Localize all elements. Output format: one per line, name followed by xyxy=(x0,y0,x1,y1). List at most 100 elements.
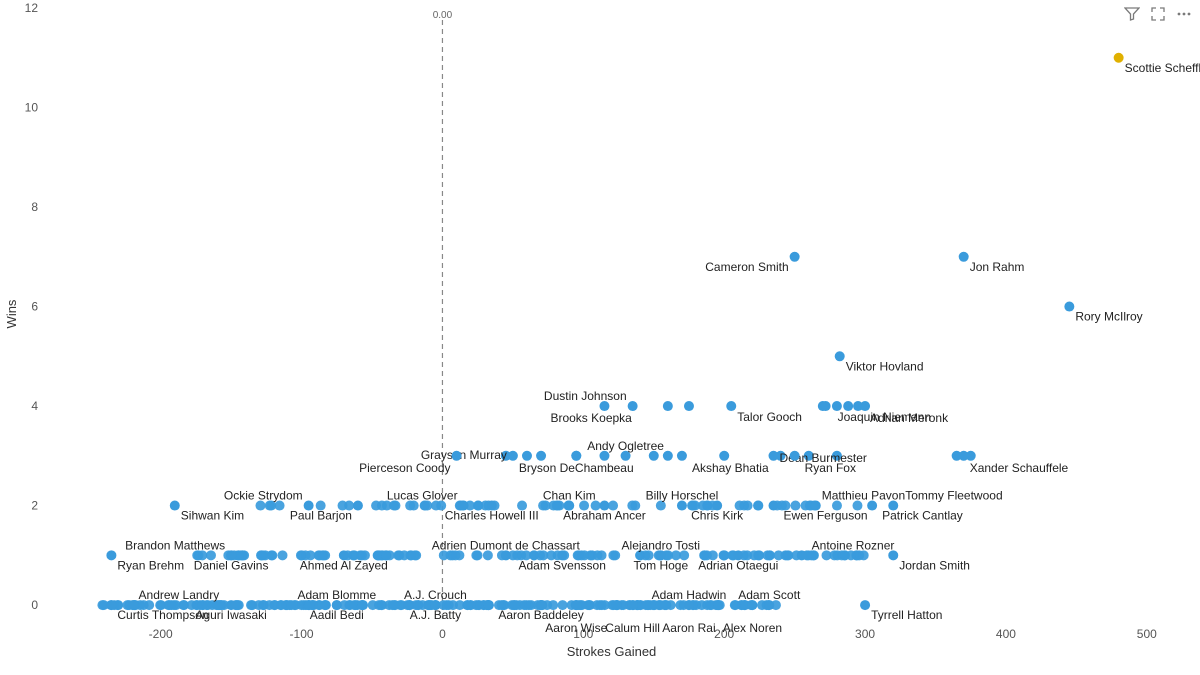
data-point[interactable] xyxy=(726,401,736,411)
data-point-label: Alex Noren xyxy=(723,621,782,635)
data-point[interactable] xyxy=(835,351,845,361)
data-point-label: Andrew Landry xyxy=(139,588,220,602)
y-axis-label: Wins xyxy=(4,299,19,328)
data-point-label: Pierceson Coody xyxy=(359,461,450,475)
data-point-label: Brooks Koepka xyxy=(550,411,632,425)
data-point[interactable] xyxy=(719,451,729,461)
data-point-label: Abraham Ancer xyxy=(563,509,646,523)
data-point-label: Adam Scott xyxy=(738,588,801,602)
data-point-label: Alejandro Tosti xyxy=(622,538,701,552)
data-point-label: Aadil Bedi xyxy=(310,608,364,622)
data-point[interactable] xyxy=(571,451,581,461)
data-point-label: Jordan Smith xyxy=(899,558,970,572)
data-point[interactable] xyxy=(790,451,800,461)
data-point-label: Charles Howell III xyxy=(445,509,539,523)
data-point-label: Matthieu Pavon xyxy=(822,489,905,503)
y-tick-label: 6 xyxy=(31,300,38,314)
data-point[interactable] xyxy=(1064,302,1074,312)
y-tick-label: 2 xyxy=(31,499,38,513)
data-point[interactable] xyxy=(753,501,763,511)
y-tick-label: 12 xyxy=(25,1,39,15)
data-point[interactable] xyxy=(684,401,694,411)
data-point[interactable] xyxy=(106,600,116,610)
data-point-label: Ewen Ferguson xyxy=(784,509,868,523)
data-point[interactable] xyxy=(399,550,409,560)
data-point[interactable] xyxy=(276,600,286,610)
data-point-label: Patrick Cantlay xyxy=(882,509,963,523)
data-point-label: Rory McIlroy xyxy=(1075,310,1142,324)
data-point[interactable] xyxy=(769,451,779,461)
focus-icon[interactable] xyxy=(1150,6,1166,22)
data-point[interactable] xyxy=(536,451,546,461)
data-point[interactable] xyxy=(106,550,116,560)
data-point[interactable] xyxy=(353,501,363,511)
data-point[interactable] xyxy=(769,501,779,511)
data-point[interactable] xyxy=(959,252,969,262)
data-point[interactable] xyxy=(853,401,863,411)
chart-toolbar xyxy=(1124,6,1192,22)
data-point[interactable] xyxy=(684,600,694,610)
data-point[interactable] xyxy=(797,550,807,560)
data-point-label: Aaron Wise xyxy=(545,621,607,635)
data-point[interactable] xyxy=(483,600,493,610)
data-point-label: Paul Barjon xyxy=(290,509,352,523)
data-point[interactable] xyxy=(377,501,387,511)
filter-icon[interactable] xyxy=(1124,6,1140,22)
data-point-label: Viktor Hovland xyxy=(846,359,924,373)
data-point[interactable] xyxy=(867,501,877,511)
data-point-label: Chris Kirk xyxy=(691,509,744,523)
data-point-label: Brandon Matthews xyxy=(125,538,225,552)
data-point[interactable] xyxy=(571,600,581,610)
data-point-label: Ryan Fox xyxy=(805,461,856,475)
data-point[interactable] xyxy=(608,550,618,560)
scatter-chart: 0.00024681012-200-1000100200300400500Str… xyxy=(0,0,1200,675)
data-point-label: Adam Svensson xyxy=(518,558,605,572)
data-point[interactable] xyxy=(747,600,757,610)
data-point[interactable] xyxy=(860,600,870,610)
data-point[interactable] xyxy=(628,600,638,610)
data-point[interactable] xyxy=(595,600,605,610)
more-icon[interactable] xyxy=(1176,6,1192,22)
data-point-label: Tommy Fleetwood xyxy=(905,489,1002,503)
data-point[interactable] xyxy=(387,600,397,610)
data-point[interactable] xyxy=(663,401,673,411)
data-point[interactable] xyxy=(628,401,638,411)
data-point-label: Akshay Bhatia xyxy=(692,461,769,475)
data-point[interactable] xyxy=(277,550,287,560)
reference-line-label: 0.00 xyxy=(433,10,453,21)
data-point[interactable] xyxy=(677,451,687,461)
data-point[interactable] xyxy=(508,451,518,461)
x-tick-label: -200 xyxy=(149,627,173,641)
data-point[interactable] xyxy=(888,550,898,560)
data-point[interactable] xyxy=(377,600,387,610)
y-tick-label: 8 xyxy=(31,200,38,214)
data-point-label: Scottie Scheffler xyxy=(1125,61,1200,75)
data-point-label: Talor Gooch xyxy=(737,410,802,424)
data-point-label: Grayson Murray xyxy=(421,448,507,462)
data-point[interactable] xyxy=(170,501,180,511)
data-point-label: Dustin Johnson xyxy=(544,389,627,403)
data-point[interactable] xyxy=(452,451,462,461)
data-point[interactable] xyxy=(286,600,296,610)
data-point-label: Tom Hoge xyxy=(633,558,688,572)
data-point[interactable] xyxy=(599,401,609,411)
data-point[interactable] xyxy=(959,451,969,461)
data-point[interactable] xyxy=(611,600,621,610)
x-tick-label: -100 xyxy=(290,627,314,641)
data-point-label: Adrian Otaegui xyxy=(698,558,778,572)
data-point[interactable] xyxy=(663,451,673,461)
data-point[interactable] xyxy=(790,252,800,262)
data-point[interactable] xyxy=(1114,53,1124,63)
data-point[interactable] xyxy=(821,401,831,411)
data-point-label: Billy Horschel xyxy=(646,489,719,503)
data-point[interactable] xyxy=(522,451,532,461)
x-axis-label: Strokes Gained xyxy=(567,644,657,659)
data-point-label: Antoine Rozner xyxy=(812,538,895,552)
data-point-label: Andy Ogletree xyxy=(587,439,664,453)
x-tick-label: 400 xyxy=(996,627,1016,641)
data-point-label: Adam Blomme xyxy=(297,588,376,602)
data-point-label: Aaron Rai xyxy=(662,621,715,635)
y-tick-label: 10 xyxy=(25,101,39,115)
data-point-label: Sihwan Kim xyxy=(181,509,244,523)
data-point-label: Chan Kim xyxy=(543,489,596,503)
